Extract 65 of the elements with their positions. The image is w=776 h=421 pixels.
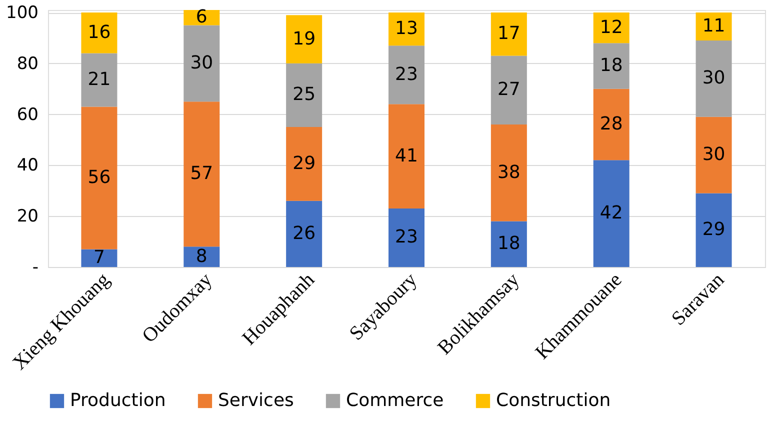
bar xyxy=(696,40,732,117)
y-tick-label: 80 xyxy=(16,54,38,74)
legend-label: Production xyxy=(70,390,166,411)
bar xyxy=(81,249,118,267)
data-label: 30 xyxy=(702,68,726,89)
data-label: 26 xyxy=(292,222,316,244)
data-label: 27 xyxy=(497,79,520,100)
bar xyxy=(593,12,630,44)
bar xyxy=(286,127,322,201)
data-label: 30 xyxy=(190,52,214,74)
data-label: 19 xyxy=(292,28,316,50)
bar xyxy=(593,43,630,89)
bar xyxy=(81,53,118,107)
bar xyxy=(490,12,527,56)
data-label: 8 xyxy=(196,246,208,267)
bar xyxy=(490,56,527,125)
bar xyxy=(286,63,322,128)
bar xyxy=(286,15,322,64)
data-label: 12 xyxy=(600,16,623,38)
bar xyxy=(184,246,220,267)
bar xyxy=(696,12,732,41)
data-label: 13 xyxy=(395,18,418,40)
y-tick-label: 40 xyxy=(16,156,38,176)
data-label: 38 xyxy=(497,162,520,183)
data-label: 29 xyxy=(292,152,316,174)
legend-label: Commerce xyxy=(346,390,444,411)
bar xyxy=(593,160,630,267)
bar xyxy=(696,193,732,267)
data-label: 6 xyxy=(196,6,208,28)
data-label: 57 xyxy=(190,163,214,184)
data-label: 7 xyxy=(93,247,105,268)
data-label: 42 xyxy=(600,202,623,224)
y-tick-label: 100 xyxy=(6,3,38,24)
data-label: 11 xyxy=(702,16,726,37)
bar xyxy=(81,106,118,250)
bar xyxy=(388,208,424,267)
bar xyxy=(388,104,424,208)
data-label: 23 xyxy=(395,64,418,85)
data-label: 29 xyxy=(702,219,726,240)
data-label: 18 xyxy=(497,233,520,254)
data-label: 28 xyxy=(600,114,623,135)
data-label: 30 xyxy=(702,144,726,166)
bar xyxy=(696,116,732,194)
y-tick-label: 60 xyxy=(16,104,38,125)
data-label: 41 xyxy=(395,145,418,166)
bar xyxy=(593,88,630,160)
data-label: 23 xyxy=(395,226,418,248)
data-label: 18 xyxy=(600,54,623,76)
legend-label: Services xyxy=(218,390,294,411)
bar xyxy=(490,221,527,267)
y-tick-label: 20 xyxy=(16,206,38,227)
data-label: 21 xyxy=(88,68,111,90)
bar xyxy=(286,200,322,267)
bar xyxy=(184,25,220,102)
data-label: 16 xyxy=(88,22,111,43)
bar xyxy=(81,12,118,54)
data-label: 25 xyxy=(292,84,316,106)
bar xyxy=(490,124,527,222)
data-label: 17 xyxy=(497,23,520,44)
bar xyxy=(184,102,220,247)
data-label: 56 xyxy=(88,166,111,188)
legend-label: Construction xyxy=(496,390,611,411)
y-tick-label: - xyxy=(32,258,38,278)
bar xyxy=(388,12,424,46)
bar xyxy=(388,46,424,104)
